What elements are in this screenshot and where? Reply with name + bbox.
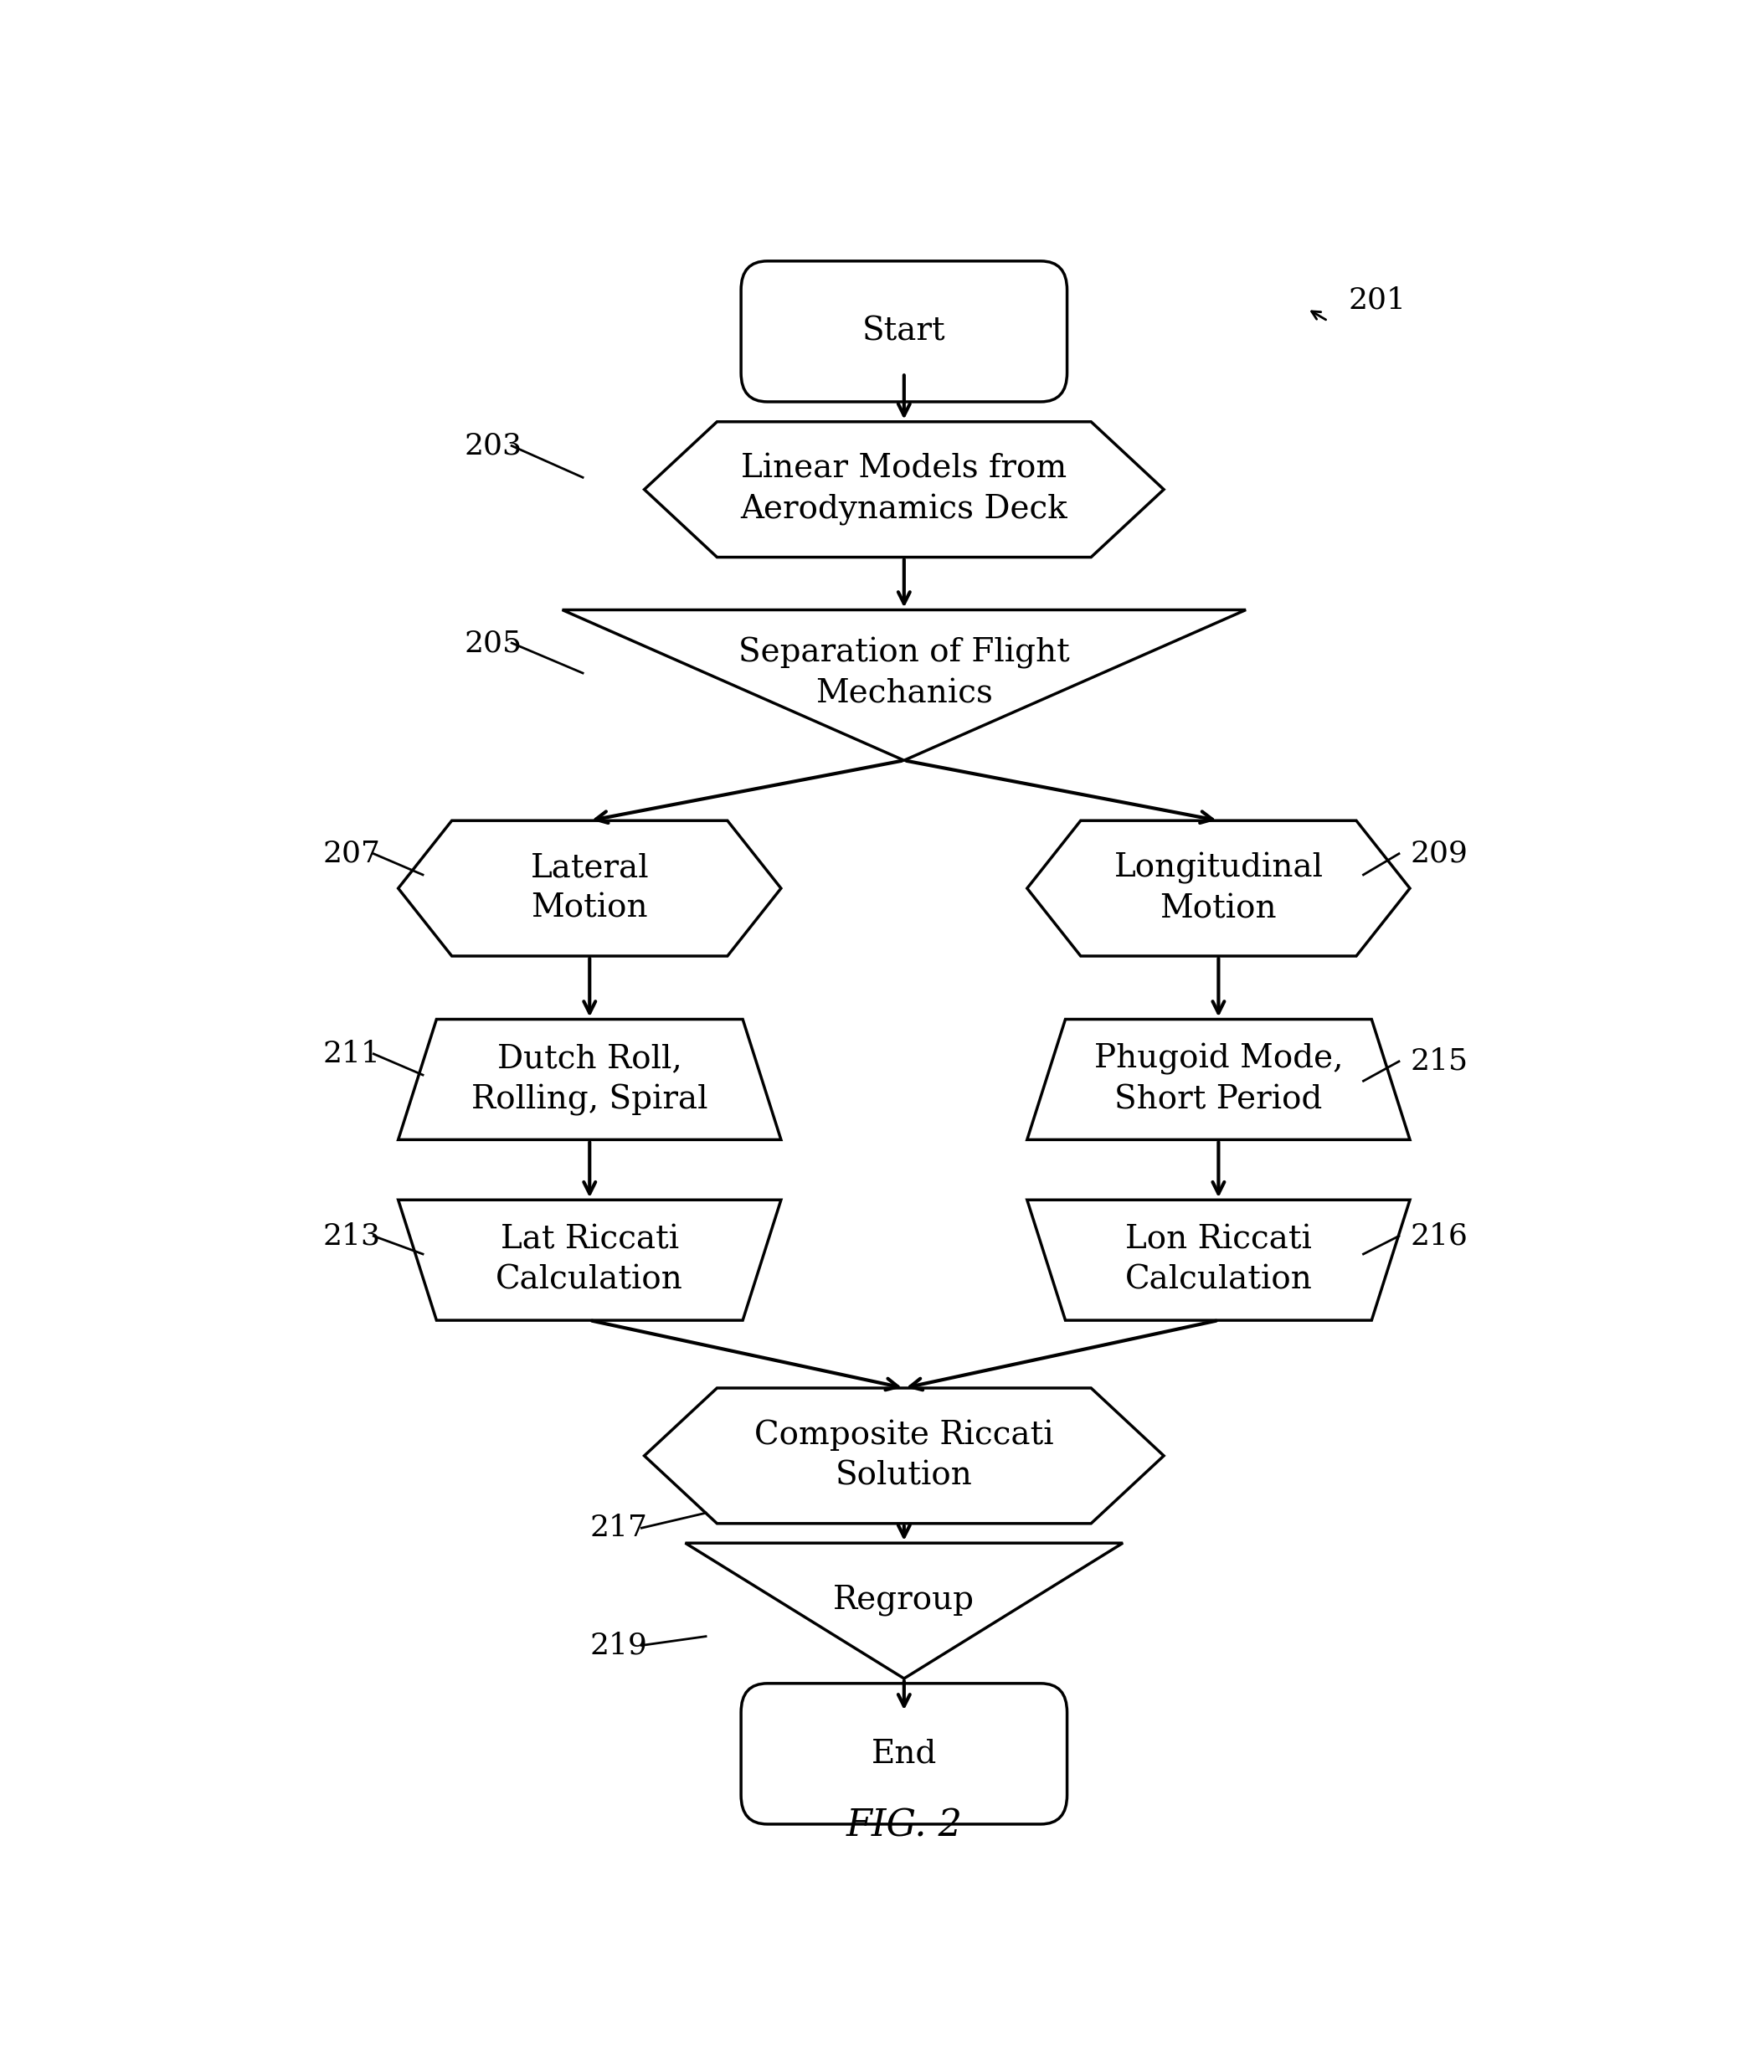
- Text: 213: 213: [323, 1222, 381, 1249]
- Text: 216: 216: [1409, 1222, 1468, 1249]
- FancyBboxPatch shape: [741, 261, 1067, 402]
- Text: Linear Models from
Aerodynamics Deck: Linear Models from Aerodynamics Deck: [741, 454, 1067, 526]
- Polygon shape: [399, 821, 781, 955]
- Text: Composite Riccati
Solution: Composite Riccati Solution: [755, 1419, 1053, 1492]
- Text: Dutch Roll,
Rolling, Spiral: Dutch Roll, Rolling, Spiral: [471, 1042, 707, 1117]
- Polygon shape: [684, 1544, 1124, 1678]
- Text: 215: 215: [1409, 1046, 1468, 1075]
- Text: End: End: [871, 1738, 937, 1769]
- Text: 219: 219: [589, 1631, 647, 1660]
- Polygon shape: [563, 609, 1245, 760]
- Text: Phugoid Mode,
Short Period: Phugoid Mode, Short Period: [1094, 1042, 1342, 1115]
- Text: Separation of Flight
Mechanics: Separation of Flight Mechanics: [739, 636, 1069, 709]
- Text: Longitudinal
Motion: Longitudinal Motion: [1113, 852, 1323, 924]
- FancyBboxPatch shape: [741, 1682, 1067, 1823]
- Polygon shape: [644, 1388, 1164, 1523]
- Text: FIG. 2: FIG. 2: [847, 1809, 961, 1844]
- Polygon shape: [1027, 1019, 1409, 1140]
- Polygon shape: [399, 1019, 781, 1140]
- Text: Lateral
Motion: Lateral Motion: [531, 852, 649, 924]
- Polygon shape: [399, 1200, 781, 1320]
- Text: 211: 211: [323, 1040, 381, 1069]
- Text: 205: 205: [464, 628, 522, 657]
- Text: Lon Riccati
Calculation: Lon Riccati Calculation: [1125, 1225, 1312, 1295]
- Text: 207: 207: [323, 839, 381, 868]
- Polygon shape: [1027, 1200, 1409, 1320]
- Text: 209: 209: [1409, 839, 1468, 868]
- Polygon shape: [1027, 821, 1409, 955]
- Text: 203: 203: [464, 431, 522, 460]
- Text: Lat Riccati
Calculation: Lat Riccati Calculation: [496, 1225, 683, 1295]
- Text: 217: 217: [589, 1515, 647, 1542]
- Text: Regroup: Regroup: [833, 1585, 975, 1616]
- Polygon shape: [644, 423, 1164, 557]
- Text: Start: Start: [863, 315, 946, 346]
- Text: 201: 201: [1348, 286, 1406, 315]
